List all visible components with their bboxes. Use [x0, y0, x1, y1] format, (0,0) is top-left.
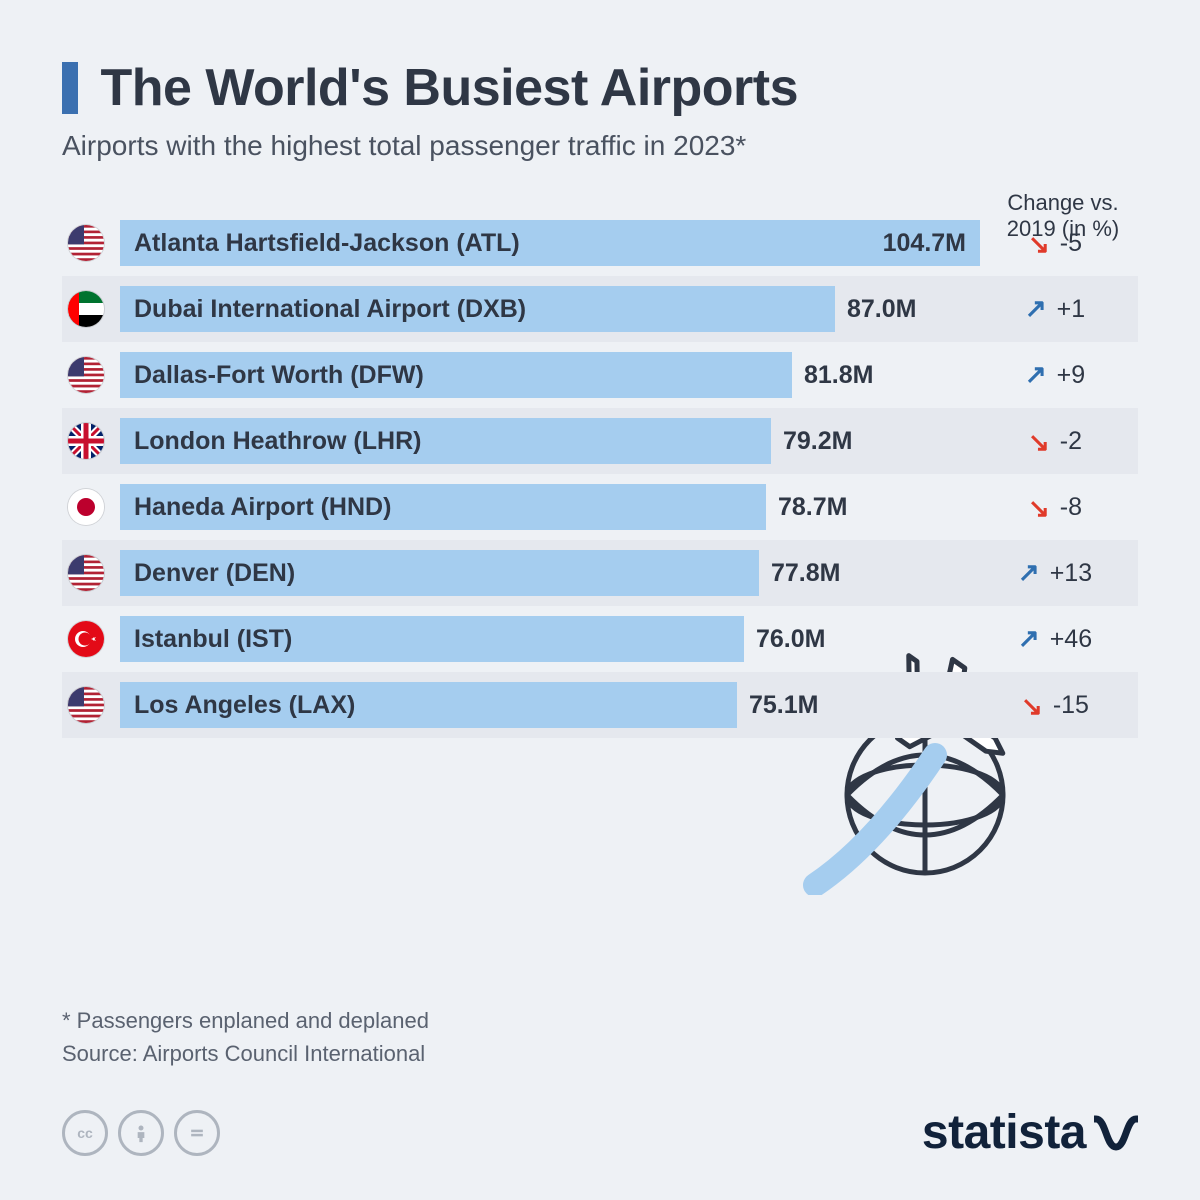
- passenger-value: 78.7M: [778, 484, 847, 530]
- chart-row: Dallas-Fort Worth (DFW) 81.8M ↗ +9: [62, 342, 1138, 408]
- bar: Istanbul (IST): [120, 616, 744, 662]
- bar-track: Los Angeles (LAX) 75.1M: [120, 682, 980, 728]
- chart-row: Haneda Airport (HND) 78.7M ↘ -8: [62, 474, 1138, 540]
- change-value: -15: [1053, 691, 1089, 720]
- bar: Haneda Airport (HND): [120, 484, 766, 530]
- us-flag-icon: [68, 687, 104, 723]
- airport-name: Los Angeles (LAX): [134, 691, 355, 720]
- change-cell: ↗ +1: [980, 295, 1130, 324]
- arrow-down-icon: ↘: [1028, 429, 1050, 455]
- arrow-up-icon: ↗: [1025, 361, 1047, 387]
- footnote-line2: Source: Airports Council International: [62, 1041, 425, 1066]
- gb-flag-icon: [68, 423, 104, 459]
- airport-name: Denver (DEN): [134, 559, 295, 588]
- bar-track: London Heathrow (LHR) 79.2M: [120, 418, 980, 464]
- passenger-value: 104.7M: [883, 220, 966, 266]
- passenger-value: 87.0M: [847, 286, 916, 332]
- footnote: * Passengers enplaned and deplaned Sourc…: [62, 1004, 429, 1070]
- bar: Denver (DEN): [120, 550, 759, 596]
- title-accent-bar: [62, 62, 78, 114]
- svg-text:cc: cc: [77, 1125, 93, 1141]
- bar: London Heathrow (LHR): [120, 418, 771, 464]
- bar: Dallas-Fort Worth (DFW): [120, 352, 792, 398]
- bar-chart: Atlanta Hartsfield-Jackson (ATL)104.7M↘-…: [62, 210, 1138, 738]
- us-flag-icon: [68, 357, 104, 393]
- airport-name: Dallas-Fort Worth (DFW): [134, 361, 424, 390]
- bar-track: Istanbul (IST) 76.0M: [120, 616, 980, 662]
- bar: Atlanta Hartsfield-Jackson (ATL): [120, 220, 980, 266]
- bar-track: Dubai International Airport (DXB) 87.0M: [120, 286, 980, 332]
- bar-track: Dallas-Fort Worth (DFW) 81.8M: [120, 352, 980, 398]
- passenger-value: 75.1M: [749, 682, 818, 728]
- passenger-value: 77.8M: [771, 550, 840, 596]
- change-cell: ↗ +9: [980, 361, 1130, 390]
- change-cell: ↘ -8: [980, 493, 1130, 522]
- cc-by-icon: [118, 1110, 164, 1156]
- bar-track: Denver (DEN) 77.8M: [120, 550, 980, 596]
- arrow-down-icon: ↘: [1028, 231, 1050, 257]
- change-value: -5: [1060, 229, 1082, 258]
- airport-name: Dubai International Airport (DXB): [134, 295, 526, 324]
- change-cell: ↘ -15: [980, 691, 1130, 720]
- airport-name: Haneda Airport (HND): [134, 493, 391, 522]
- arrow-down-icon: ↘: [1028, 495, 1050, 521]
- arrow-down-icon: ↘: [1021, 693, 1043, 719]
- change-value: -8: [1060, 493, 1082, 522]
- us-flag-icon: [68, 225, 104, 261]
- change-value: -2: [1060, 427, 1082, 456]
- brand-text: statista: [922, 1105, 1086, 1160]
- bar-track: Atlanta Hartsfield-Jackson (ATL) 104.7M: [120, 220, 980, 266]
- cc-nd-icon: [174, 1110, 220, 1156]
- change-value: +1: [1057, 295, 1086, 324]
- change-cell: ↗ +46: [980, 625, 1130, 654]
- change-value: +9: [1057, 361, 1086, 390]
- page-subtitle: Airports with the highest total passenge…: [62, 130, 1138, 162]
- jp-flag-icon: [68, 489, 104, 525]
- chart-row: London Heathrow (LHR) 79.2M ↘ -2: [62, 408, 1138, 474]
- change-cell: ↘ -2: [980, 427, 1130, 456]
- bar: Dubai International Airport (DXB): [120, 286, 835, 332]
- airport-name: Atlanta Hartsfield-Jackson (ATL): [134, 229, 520, 258]
- change-cell: ↗ +13: [980, 559, 1130, 588]
- change-value: +46: [1050, 625, 1092, 654]
- passenger-value: 81.8M: [804, 352, 873, 398]
- header: The World's Busiest Airports: [62, 58, 1138, 118]
- airport-name: London Heathrow (LHR): [134, 427, 421, 456]
- statista-wave-icon: [1094, 1113, 1138, 1153]
- passenger-value: 79.2M: [783, 418, 852, 464]
- cc-icon: cc: [62, 1110, 108, 1156]
- chart-row: Atlanta Hartsfield-Jackson (ATL) 104.7M ↘-…: [62, 210, 1138, 276]
- chart-row: Istanbul (IST) 76.0M ↗ +46: [62, 606, 1138, 672]
- passenger-value: 76.0M: [756, 616, 825, 662]
- bar-track: Haneda Airport (HND) 78.7M: [120, 484, 980, 530]
- tr-flag-icon: [68, 621, 104, 657]
- airport-name: Istanbul (IST): [134, 625, 292, 654]
- footnote-line1: * Passengers enplaned and deplaned: [62, 1008, 429, 1033]
- chart-row: Denver (DEN) 77.8M ↗ +13: [62, 540, 1138, 606]
- us-flag-icon: [68, 555, 104, 591]
- statista-logo: statista: [922, 1105, 1138, 1160]
- arrow-up-icon: ↗: [1018, 559, 1040, 585]
- arrow-up-icon: ↗: [1018, 625, 1040, 651]
- chart-row: Los Angeles (LAX) 75.1M ↘ -15: [62, 672, 1138, 738]
- chart-row: Dubai International Airport (DXB) 87.0M ↗ +…: [62, 276, 1138, 342]
- change-value: +13: [1050, 559, 1092, 588]
- change-cell: ↘ -5: [980, 229, 1130, 258]
- page-title: The World's Busiest Airports: [100, 58, 798, 118]
- bar: Los Angeles (LAX): [120, 682, 737, 728]
- arrow-up-icon: ↗: [1025, 295, 1047, 321]
- ae-flag-icon: [68, 291, 104, 327]
- license-badges: cc: [62, 1110, 220, 1156]
